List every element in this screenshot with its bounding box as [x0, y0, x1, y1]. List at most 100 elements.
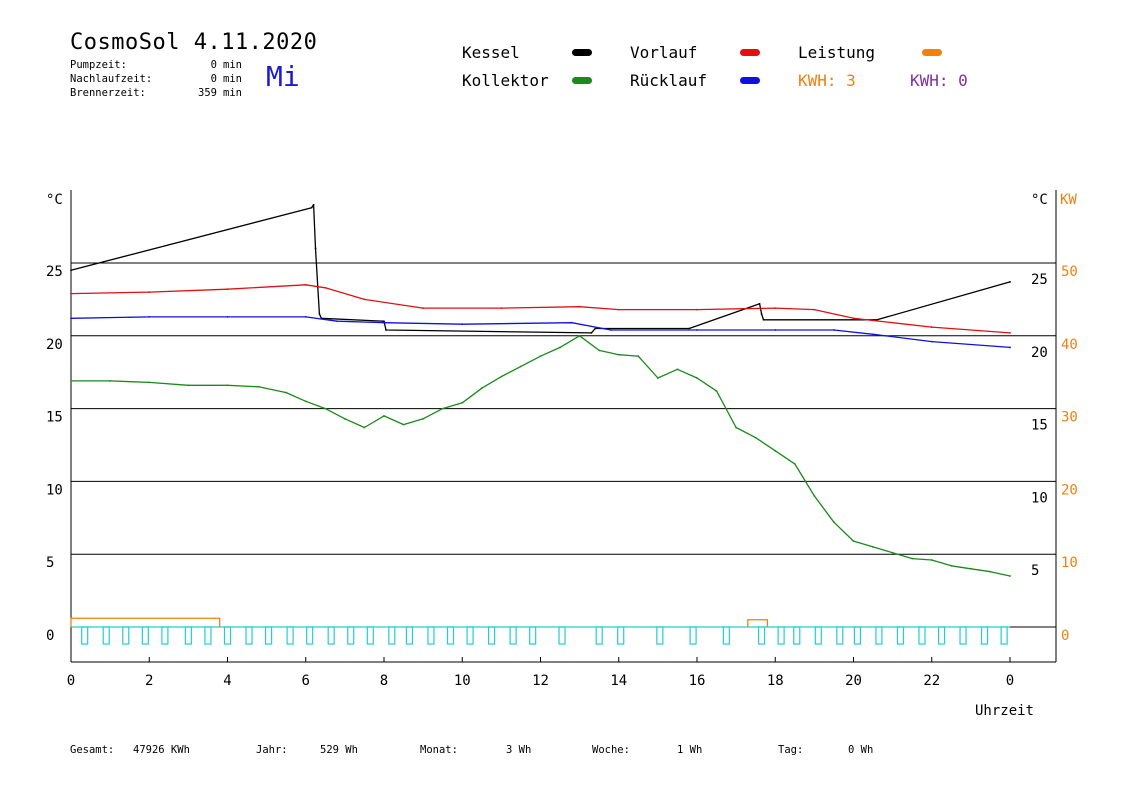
x-tick-label: 8	[380, 673, 388, 689]
series-vorlauf-point	[148, 291, 151, 294]
series-kollektor-point	[774, 449, 777, 452]
y-axis-unit-right: °C	[1031, 192, 1048, 208]
pump-pulse	[405, 626, 414, 645]
legend-kollektor-label: Kollektor	[462, 71, 549, 90]
y-tick-label-right: 15	[1031, 418, 1048, 434]
y-tick-label-power: 50	[1061, 264, 1078, 280]
pump-pulse	[836, 626, 844, 645]
series-kollektor-point	[109, 380, 112, 382]
stat-value: 359	[198, 87, 217, 99]
series-kessel-point	[760, 313, 763, 315]
series-rcklauf-point	[148, 315, 151, 318]
footer-jahr-value: 529 Wh	[320, 744, 358, 756]
legend-kessel-swatch	[572, 49, 592, 56]
series-vorlauf-point	[226, 288, 229, 291]
footer-woche-value: 1 Wh	[677, 744, 703, 756]
series-kollektor-point	[285, 391, 288, 394]
legend-leistung-label: Leistung	[798, 43, 876, 62]
pump-pulse	[487, 626, 496, 645]
pump-pulse	[223, 626, 232, 645]
series-kollektor-point	[911, 557, 914, 560]
pump-pulse	[347, 626, 355, 645]
pump-pulse	[529, 626, 537, 645]
series-kollektor-point	[578, 334, 581, 337]
series-kessel-point	[590, 331, 593, 334]
legend-kwh-orange: KWH: 3	[798, 71, 856, 90]
weekday-label: Mi	[266, 60, 300, 93]
pump-pulse	[937, 626, 946, 645]
series-vorlauf-point	[500, 307, 503, 310]
legend-ruecklauf-label: Rücklauf	[630, 71, 708, 90]
series-rcklauf-point	[610, 329, 612, 331]
x-tick-label: 2	[145, 673, 153, 689]
series-kollektor-point	[70, 380, 72, 382]
chart-title: CosmoSol 4.11.2020	[70, 30, 318, 55]
footer-tag-value: 0 Wh	[848, 744, 874, 756]
series-rcklauf-point	[872, 333, 874, 336]
pump-pulse	[793, 626, 801, 645]
series-vorlauf-point	[930, 326, 933, 328]
series-kollektor-point	[852, 540, 855, 542]
x-tick-label: 6	[302, 673, 310, 689]
series-kollektor-point	[598, 349, 601, 352]
pump-pulse	[777, 626, 785, 645]
series-kollektor-point	[813, 495, 816, 497]
series-kollektor-point	[226, 384, 229, 387]
pump-pulse	[427, 626, 435, 645]
series-kollektor-line	[71, 335, 1011, 577]
series-kollektor-point	[833, 521, 835, 524]
series-kessel-point	[688, 327, 691, 330]
pump-pulse	[306, 626, 314, 645]
series-kollektor-point	[950, 564, 953, 567]
y-axis-unit-left: °C	[46, 192, 63, 208]
series-rcklauf-point	[304, 315, 307, 318]
pump-pulse	[161, 626, 169, 645]
pump-pulse	[141, 626, 149, 645]
series-vorlauf-point	[813, 308, 816, 311]
legend-leistung-swatch	[922, 49, 942, 56]
series-vorlauf-point	[70, 292, 72, 295]
series-kessel-point	[758, 302, 761, 305]
series-kollektor-point	[441, 407, 444, 410]
series-kollektor-point	[559, 346, 561, 349]
series-kollektor-point	[872, 546, 874, 548]
x-tick-label: 10	[454, 673, 471, 689]
series-rcklauf-point	[774, 329, 777, 331]
pump-pulse	[656, 626, 664, 645]
series-kessel-point	[312, 203, 315, 206]
series-rcklauf-point	[226, 315, 229, 318]
y-tick-label-left: 10	[46, 482, 63, 498]
series-kollektor-point	[187, 384, 190, 387]
x-tick-label: 12	[532, 673, 549, 689]
legend-vorlauf-label: Vorlauf	[630, 43, 698, 62]
x-tick-label: 14	[610, 673, 627, 689]
pump-pulse	[853, 626, 862, 645]
legend-kwh-purple: KWH: 0	[910, 71, 968, 90]
series-rcklauf-point	[570, 321, 573, 324]
footer-gesamt-label: Gesamt:	[70, 744, 115, 756]
series-vorlauf-line	[70, 284, 1011, 334]
pump-pulse	[757, 626, 766, 645]
series-kollektor-point	[930, 559, 933, 561]
pump-pulse	[875, 626, 883, 645]
series-vorlauf-point	[422, 307, 425, 310]
pump-pulse	[102, 626, 110, 645]
x-tick-label: 4	[223, 673, 231, 689]
series-vorlauf-point	[696, 308, 698, 311]
y-tick-label-right: 5	[1031, 563, 1039, 579]
series-kollektor-point	[500, 375, 503, 378]
x-tick-label: 22	[923, 673, 940, 689]
y-tick-label-left: 5	[46, 555, 54, 571]
series-kollektor-point	[383, 414, 385, 417]
x-tick-label: 0	[67, 673, 75, 689]
stat-value: 0	[210, 59, 217, 71]
footer-monat-label: Monat:	[420, 744, 458, 756]
series-kollektor-point	[969, 567, 972, 570]
series-vorlauf-point	[617, 308, 620, 311]
series-kollektor-point	[148, 381, 151, 384]
series-vorlauf-point	[1009, 331, 1011, 334]
pump-pulse	[245, 626, 253, 645]
pump-pulse	[959, 626, 967, 645]
series-kollektor-point	[422, 417, 425, 420]
